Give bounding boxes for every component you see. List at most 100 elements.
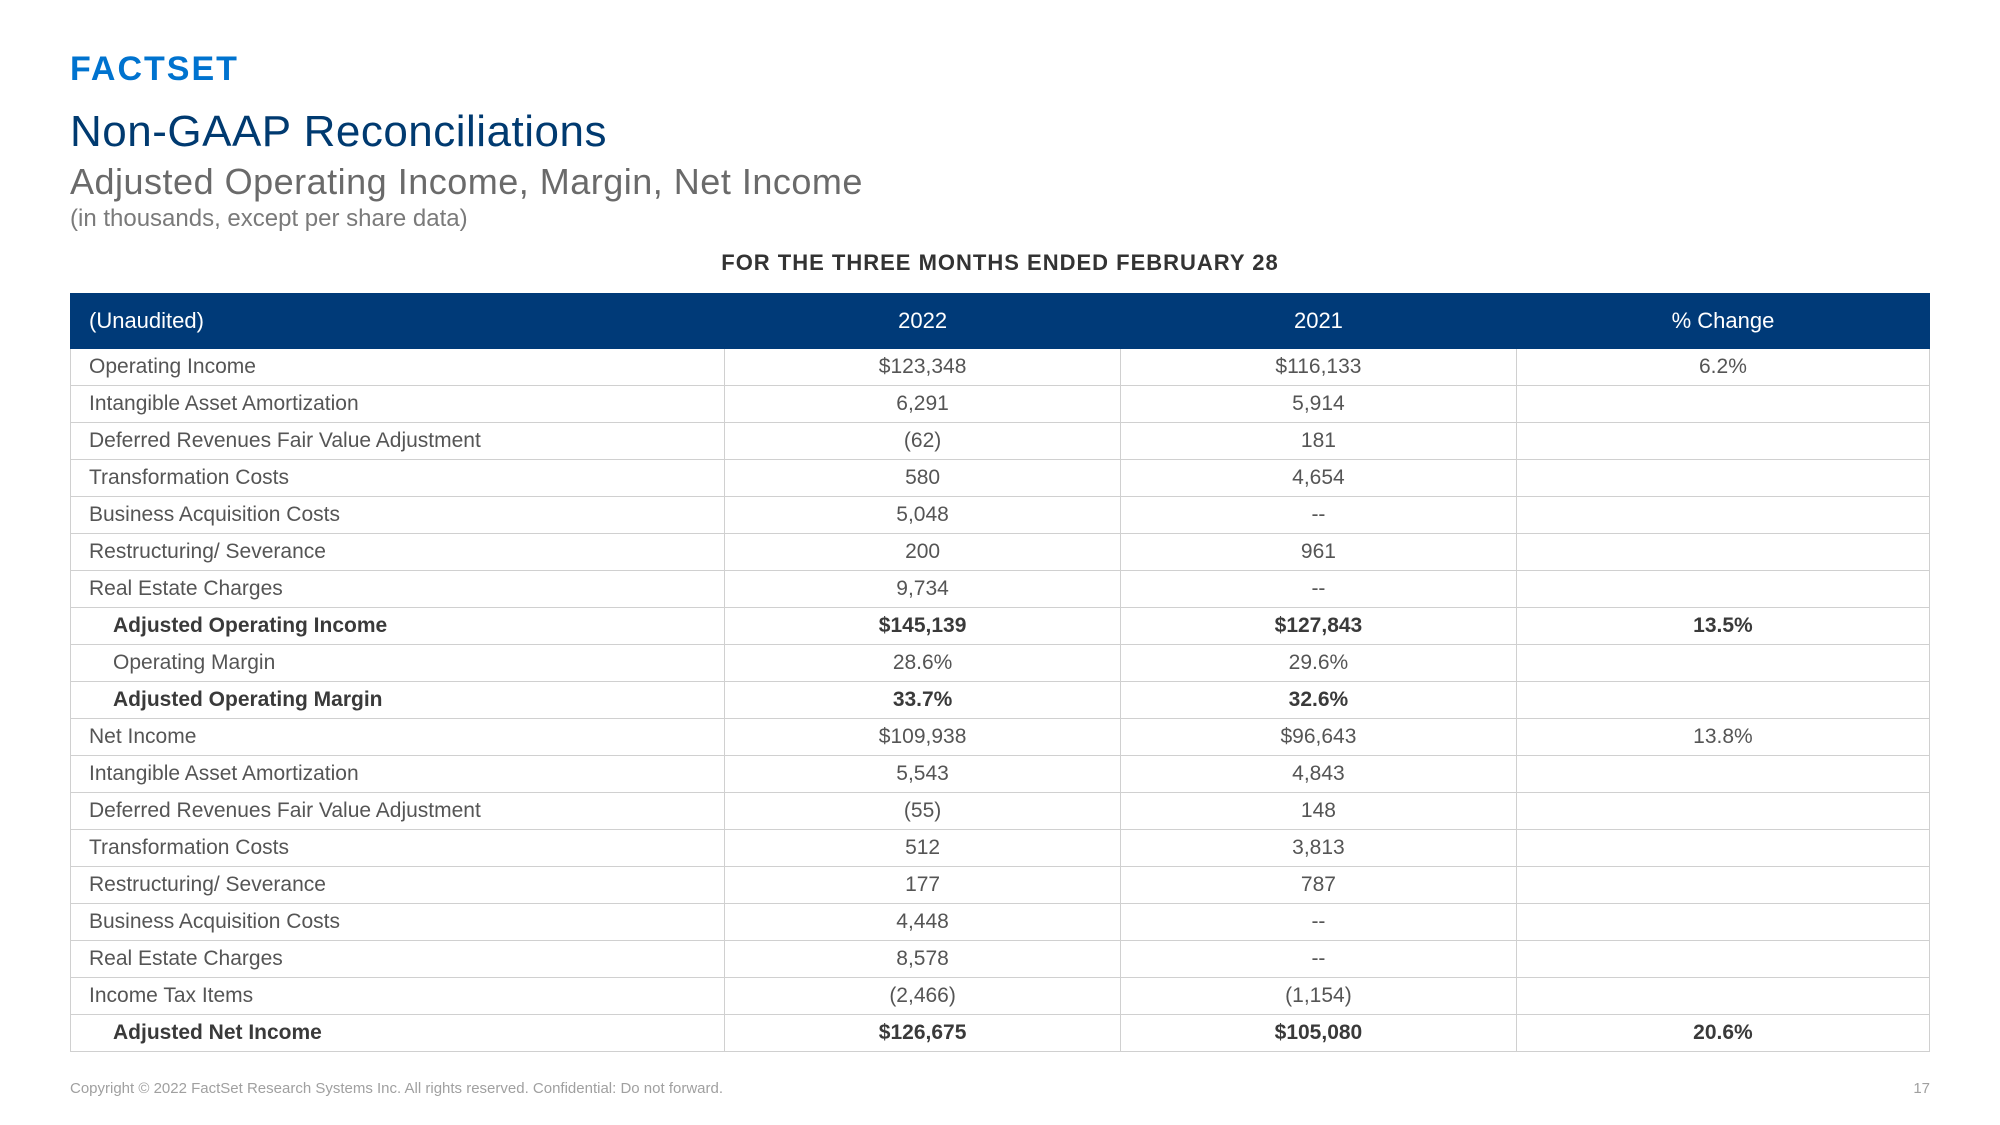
cell-2021: $96,643: [1121, 719, 1517, 756]
table-row: Operating Margin28.6%29.6%: [71, 645, 1930, 682]
row-label: Operating Margin: [71, 645, 725, 682]
row-label: Intangible Asset Amortization: [71, 386, 725, 423]
cell-2021: $127,843: [1121, 608, 1517, 645]
table-row: Adjusted Operating Margin33.7%32.6%: [71, 682, 1930, 719]
brand-logo: FACTSET: [70, 50, 1930, 89]
cell-2022: (62): [725, 423, 1121, 460]
cell-change: [1516, 978, 1929, 1015]
table-row: Net Income$109,938$96,64313.8%: [71, 719, 1930, 756]
table-row: Deferred Revenues Fair Value Adjustment(…: [71, 793, 1930, 830]
table-row: Restructuring/ Severance177787: [71, 867, 1930, 904]
cell-2021: $105,080: [1121, 1015, 1517, 1052]
cell-change: [1516, 830, 1929, 867]
cell-change: 13.8%: [1516, 719, 1929, 756]
row-label: Intangible Asset Amortization: [71, 756, 725, 793]
cell-2022: 28.6%: [725, 645, 1121, 682]
table-row: Business Acquisition Costs4,448--: [71, 904, 1930, 941]
cell-2022: 4,448: [725, 904, 1121, 941]
cell-2021: 4,654: [1121, 460, 1517, 497]
cell-change: [1516, 534, 1929, 571]
cell-2022: $126,675: [725, 1015, 1121, 1052]
row-label: Real Estate Charges: [71, 941, 725, 978]
row-label: Transformation Costs: [71, 460, 725, 497]
cell-2022: (2,466): [725, 978, 1121, 1015]
row-label: Transformation Costs: [71, 830, 725, 867]
cell-2022: (55): [725, 793, 1121, 830]
cell-2021: --: [1121, 941, 1517, 978]
cell-change: [1516, 867, 1929, 904]
cell-2022: 580: [725, 460, 1121, 497]
cell-change: [1516, 423, 1929, 460]
cell-change: [1516, 497, 1929, 534]
cell-2021: --: [1121, 571, 1517, 608]
col-change: % Change: [1516, 294, 1929, 349]
cell-change: [1516, 460, 1929, 497]
period-heading: FOR THE THREE MONTHS ENDED FEBRUARY 28: [0, 250, 2000, 276]
cell-change: 6.2%: [1516, 349, 1929, 386]
cell-2021: 3,813: [1121, 830, 1517, 867]
cell-2021: 787: [1121, 867, 1517, 904]
table-row: Real Estate Charges8,578--: [71, 941, 1930, 978]
row-label: Adjusted Operating Income: [71, 608, 725, 645]
cell-2022: 512: [725, 830, 1121, 867]
table-row: Deferred Revenues Fair Value Adjustment(…: [71, 423, 1930, 460]
table-row: Intangible Asset Amortization5,5434,843: [71, 756, 1930, 793]
cell-change: [1516, 793, 1929, 830]
cell-2021: 32.6%: [1121, 682, 1517, 719]
cell-2021: 5,914: [1121, 386, 1517, 423]
col-unaudited: (Unaudited): [71, 294, 725, 349]
table-row: Intangible Asset Amortization6,2915,914: [71, 386, 1930, 423]
cell-2022: 6,291: [725, 386, 1121, 423]
table-row: Real Estate Charges9,734--: [71, 571, 1930, 608]
col-2022: 2022: [725, 294, 1121, 349]
footer-page-number: 17: [1913, 1080, 1930, 1097]
cell-2021: $116,133: [1121, 349, 1517, 386]
row-label: Business Acquisition Costs: [71, 497, 725, 534]
cell-change: 13.5%: [1516, 608, 1929, 645]
cell-2022: 200: [725, 534, 1121, 571]
table-row: Operating Income$123,348$116,1336.2%: [71, 349, 1930, 386]
table-row: Adjusted Operating Income$145,139$127,84…: [71, 608, 1930, 645]
row-label: Income Tax Items: [71, 978, 725, 1015]
cell-change: [1516, 904, 1929, 941]
cell-change: 20.6%: [1516, 1015, 1929, 1052]
cell-change: [1516, 756, 1929, 793]
row-label: Restructuring/ Severance: [71, 534, 725, 571]
table-row: Business Acquisition Costs5,048--: [71, 497, 1930, 534]
table-header-row: (Unaudited) 2022 2021 % Change: [71, 294, 1930, 349]
cell-change: [1516, 571, 1929, 608]
row-label: Restructuring/ Severance: [71, 867, 725, 904]
cell-change: [1516, 386, 1929, 423]
table-row: Transformation Costs5804,654: [71, 460, 1930, 497]
cell-change: [1516, 682, 1929, 719]
cell-2021: --: [1121, 904, 1517, 941]
units-note: (in thousands, except per share data): [70, 205, 1930, 233]
cell-2021: 181: [1121, 423, 1517, 460]
table-body: Operating Income$123,348$116,1336.2%Inta…: [71, 349, 1930, 1052]
cell-2022: 9,734: [725, 571, 1121, 608]
page-title: Non-GAAP Reconciliations: [70, 107, 1930, 157]
cell-change: [1516, 941, 1929, 978]
table-row: Transformation Costs5123,813: [71, 830, 1930, 867]
row-label: Business Acquisition Costs: [71, 904, 725, 941]
cell-change: [1516, 645, 1929, 682]
cell-2022: 5,048: [725, 497, 1121, 534]
row-label: Adjusted Operating Margin: [71, 682, 725, 719]
row-label: Operating Income: [71, 349, 725, 386]
cell-2022: 177: [725, 867, 1121, 904]
table-row: Adjusted Net Income$126,675$105,08020.6%: [71, 1015, 1930, 1052]
col-2021: 2021: [1121, 294, 1517, 349]
cell-2022: $123,348: [725, 349, 1121, 386]
slide-page: FACTSET Non-GAAP Reconciliations Adjuste…: [0, 0, 2000, 1052]
cell-2021: 29.6%: [1121, 645, 1517, 682]
row-label: Real Estate Charges: [71, 571, 725, 608]
page-subtitle: Adjusted Operating Income, Margin, Net I…: [70, 161, 1930, 203]
cell-2022: 8,578: [725, 941, 1121, 978]
cell-2021: (1,154): [1121, 978, 1517, 1015]
row-label: Adjusted Net Income: [71, 1015, 725, 1052]
cell-2021: --: [1121, 497, 1517, 534]
footer: Copyright © 2022 FactSet Research System…: [70, 1080, 1930, 1097]
cell-2022: $109,938: [725, 719, 1121, 756]
cell-2021: 961: [1121, 534, 1517, 571]
cell-2022: $145,139: [725, 608, 1121, 645]
